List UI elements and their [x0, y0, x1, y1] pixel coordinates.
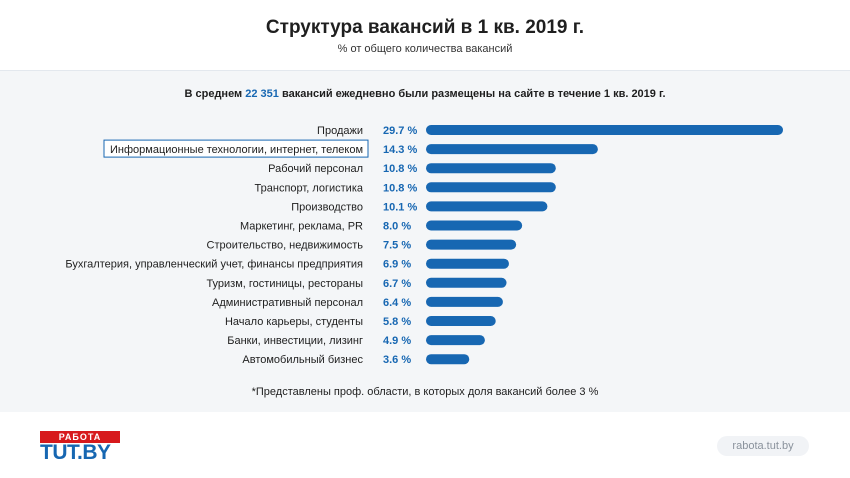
category-label: Административный персонал [212, 297, 363, 309]
category-label: Продажи [317, 125, 363, 137]
bar [426, 239, 517, 250]
bar-chart: Продажи 29.7 % Информационные технологии, … [65, 125, 783, 366]
footnote: *Представлены проф. области, в которых д… [251, 386, 599, 398]
summary-prefix: В среднем [184, 88, 243, 100]
logo-bottom-text: TUT.BY [40, 441, 111, 464]
bar [426, 354, 470, 365]
value-label: 8.0 % [383, 221, 411, 233]
summary-suffix: вакансий ежедневно были размещены на сай… [281, 88, 666, 100]
bar [426, 182, 556, 193]
value-label: 10.8 % [383, 163, 417, 175]
bar [426, 144, 598, 155]
bar [426, 335, 485, 346]
highlight-box [103, 139, 369, 158]
bar [426, 316, 496, 326]
site-link[interactable]: rabota.tut.by [717, 436, 809, 456]
category-label: Строительство, недвижимость [207, 240, 364, 252]
bar [426, 201, 548, 212]
value-label: 7.5 % [383, 240, 411, 252]
value-label: 10.1 % [383, 201, 417, 213]
category-label: Туризм, гостиницы, рестораны [206, 278, 363, 290]
value-label: 3.6 % [383, 354, 411, 366]
logo-top-text: РАБОТА [40, 431, 120, 443]
bar [426, 220, 523, 231]
footer [0, 412, 850, 478]
value-label: 10.8 % [383, 182, 417, 194]
bar [426, 277, 507, 288]
value-label: 29.7 % [383, 125, 417, 137]
value-label: 5.8 % [383, 316, 411, 328]
summary-line: В среднем 22 351 вакансий ежедневно были… [0, 88, 850, 100]
bar [426, 296, 503, 307]
value-label: 6.4 % [383, 297, 411, 309]
value-label: 6.7 % [383, 278, 411, 290]
category-label: Транспорт, логистика [255, 182, 364, 194]
category-label: Информационные технологии, интернет, тел… [110, 144, 363, 156]
bar [426, 258, 509, 269]
category-label: Автомобильный бизнес [242, 354, 363, 366]
chart-title: Структура вакансий в 1 кв. 2019 г. [265, 17, 585, 38]
bar [426, 163, 556, 174]
bar [426, 125, 783, 135]
category-label: Бухгалтерия, управленческий учет, финанс… [65, 259, 363, 271]
chart-subtitle: % от общего количества вакансий [337, 43, 513, 55]
value-label: 4.9 % [383, 335, 411, 347]
category-label: Начало карьеры, студенты [225, 316, 363, 328]
summary-number: 22 351 [245, 88, 279, 100]
header: Структура вакансий в 1 кв. 2019 г. % от … [0, 0, 850, 70]
category-label: Рабочий персонал [268, 163, 363, 175]
category-label: Маркетинг, реклама, PR [240, 221, 363, 233]
value-label: 6.9 % [383, 259, 411, 271]
category-label: Банки, инвестиции, лизинг [227, 335, 363, 347]
rabota-tutby-logo[interactable]: РАБОТА TUT.BY [40, 431, 122, 465]
category-label: Производство [291, 201, 363, 213]
value-label: 14.3 % [383, 144, 417, 156]
